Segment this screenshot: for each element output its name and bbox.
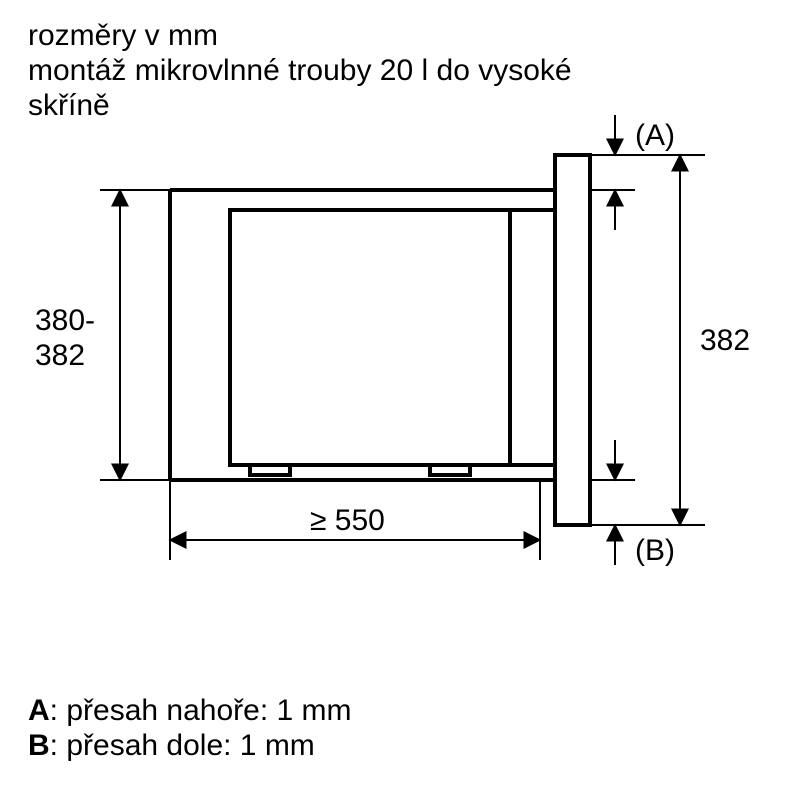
- svg-text:B: přesah dole: 1 mm: B: přesah dole: 1 mm: [28, 729, 315, 762]
- overhang-a: (A): [590, 115, 675, 230]
- legend: A: přesah nahoře: 1 mm B: přesah dole: 1…: [28, 694, 352, 762]
- left-dimension: 380- 382: [35, 190, 170, 480]
- header-line2: montáž mikrovlnné trouby 20 l do vysoké: [28, 54, 572, 87]
- left-dim-text2: 382: [35, 339, 85, 372]
- front-panel: [555, 155, 590, 525]
- microwave-body: [230, 210, 555, 475]
- legend-a-text: : přesah nahoře: 1 mm: [50, 694, 352, 727]
- bottom-dim-text: ≥ 550: [310, 504, 385, 537]
- bottom-dimension: ≥ 550: [170, 480, 540, 560]
- label-a: (A): [635, 119, 675, 152]
- label-b: (B): [635, 534, 675, 567]
- legend-b-prefix: B: [28, 729, 50, 762]
- header-line3: skříně: [28, 89, 110, 122]
- legend-b-text: : přesah dole: 1 mm: [50, 729, 315, 762]
- installation-diagram: rozměry v mm montáž mikrovlnné trouby 20…: [0, 0, 800, 800]
- header-line1: rozměry v mm: [28, 19, 218, 52]
- right-dim-text: 382: [700, 324, 750, 357]
- overhang-b: (B): [590, 440, 675, 567]
- legend-a-prefix: A: [28, 694, 50, 727]
- outer-cabinet: [170, 190, 555, 480]
- left-dim-text1: 380-: [35, 304, 95, 337]
- svg-text:A: přesah nahoře: 1 mm: A: přesah nahoře: 1 mm: [28, 694, 352, 727]
